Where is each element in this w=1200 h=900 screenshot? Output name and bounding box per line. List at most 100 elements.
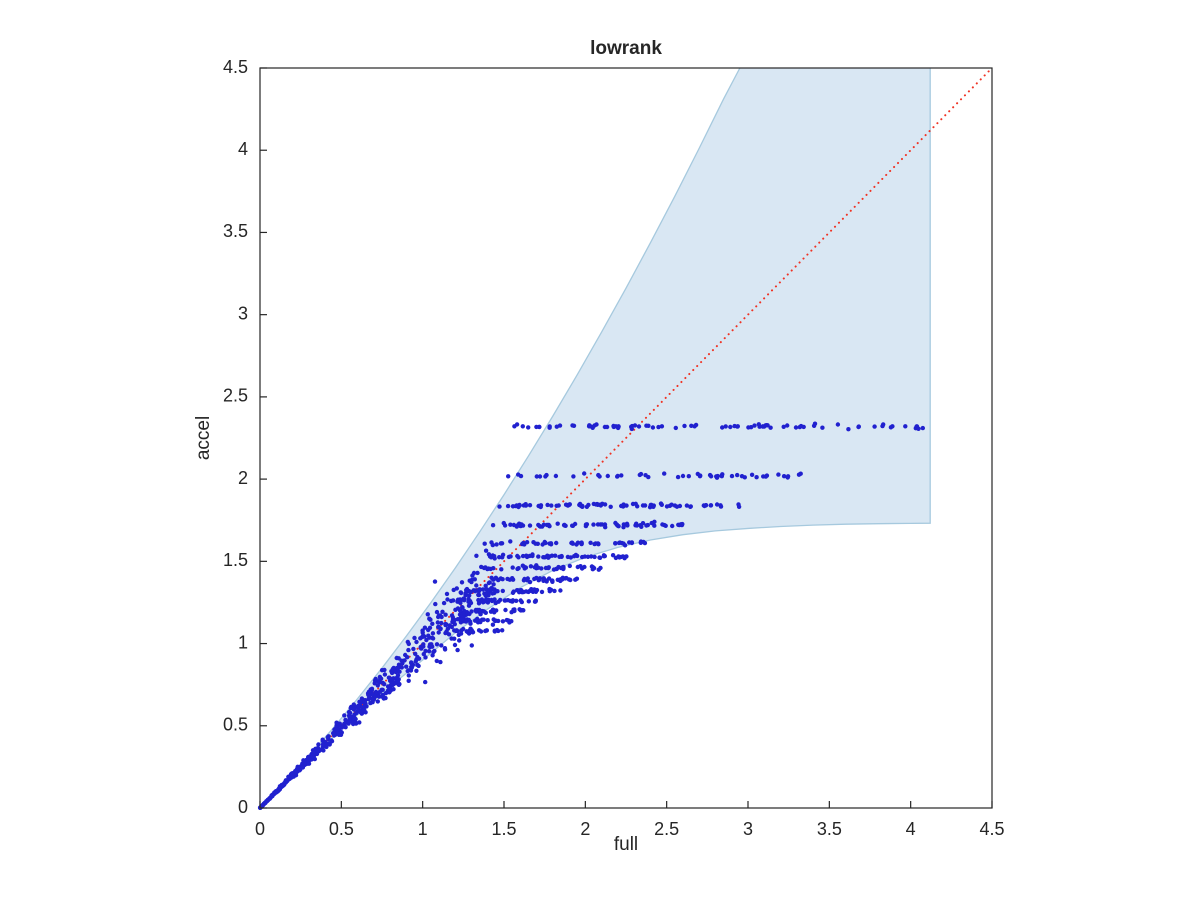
data-point: [414, 668, 419, 673]
data-point: [736, 504, 742, 509]
data-point: [516, 472, 521, 477]
x-tick-label: 2: [580, 819, 590, 839]
data-point: [456, 632, 461, 638]
data-point: [633, 501, 638, 506]
data-point: [589, 554, 594, 559]
data-point: [415, 662, 420, 668]
data-point: [604, 424, 610, 430]
data-point: [573, 577, 578, 582]
data-point: [768, 425, 773, 430]
data-point: [415, 654, 420, 660]
data-point: [638, 523, 643, 528]
data-point: [526, 589, 531, 595]
data-point: [692, 424, 697, 429]
data-point: [500, 619, 506, 624]
data-point: [534, 424, 539, 430]
y-tick-label: 2.5: [223, 386, 248, 406]
data-point: [444, 622, 449, 627]
data-point: [478, 629, 484, 634]
data-point: [835, 422, 841, 427]
data-point: [644, 523, 649, 528]
data-point: [735, 472, 740, 478]
data-point: [421, 651, 426, 657]
data-point: [500, 555, 505, 560]
data-point: [785, 475, 790, 480]
data-point: [564, 575, 569, 581]
data-point: [404, 664, 409, 669]
data-point: [474, 553, 479, 558]
data-point: [903, 424, 908, 429]
data-point: [445, 597, 450, 602]
data-point: [520, 553, 526, 559]
data-point: [563, 502, 569, 507]
data-point: [820, 425, 825, 430]
data-point: [493, 575, 499, 580]
data-point: [538, 504, 543, 510]
data-point: [494, 542, 499, 547]
data-point: [486, 580, 492, 586]
data-point: [454, 628, 459, 633]
data-point: [498, 541, 504, 546]
data-point: [380, 680, 386, 686]
data-point: [605, 473, 610, 479]
data-point: [485, 618, 490, 623]
data-point: [695, 471, 700, 477]
data-point: [471, 570, 477, 576]
data-point: [491, 582, 496, 587]
data-point: [468, 619, 473, 624]
data-point: [533, 598, 538, 603]
data-point: [439, 643, 444, 648]
data-point: [406, 647, 411, 653]
data-point: [616, 524, 621, 529]
data-point: [438, 659, 443, 665]
plot-title: lowrank: [590, 38, 662, 59]
data-point: [515, 553, 520, 559]
data-point: [571, 474, 576, 479]
data-point: [680, 473, 686, 479]
data-point: [486, 566, 491, 571]
envelope-upper-edge: [259, 67, 741, 809]
data-point: [490, 523, 496, 528]
data-point: [597, 474, 602, 479]
data-point: [492, 554, 497, 559]
data-point: [785, 423, 790, 428]
data-point: [546, 565, 551, 570]
data-point: [537, 474, 543, 479]
data-point: [760, 424, 765, 429]
data-point: [872, 424, 877, 429]
data-point: [662, 471, 667, 476]
data-point: [427, 625, 433, 630]
data-point: [920, 425, 925, 431]
data-point: [460, 605, 465, 610]
data-point: [481, 609, 487, 614]
data-point: [506, 474, 511, 479]
data-point: [591, 522, 596, 527]
data-point: [514, 598, 519, 603]
data-point: [888, 425, 894, 430]
data-point: [615, 473, 620, 479]
data-point: [636, 424, 642, 429]
data-point: [552, 588, 557, 594]
data-point: [435, 620, 440, 625]
x-tick-label: 0.5: [329, 819, 354, 839]
data-point: [434, 658, 439, 664]
data-point: [481, 617, 486, 622]
data-point: [483, 628, 488, 634]
data-point: [659, 424, 665, 429]
data-point: [343, 725, 348, 730]
data-point: [512, 607, 517, 612]
data-point: [433, 601, 438, 607]
x-tick-label: 4: [906, 819, 916, 839]
data-point: [454, 586, 459, 591]
data-point: [427, 635, 432, 640]
data-point: [290, 772, 295, 777]
data-point: [601, 553, 607, 558]
data-point: [379, 694, 384, 699]
data-point: [728, 424, 733, 430]
data-point: [436, 630, 441, 635]
data-point: [739, 474, 745, 479]
data-point: [434, 642, 440, 647]
data-point: [476, 597, 481, 603]
data-point: [577, 502, 582, 508]
